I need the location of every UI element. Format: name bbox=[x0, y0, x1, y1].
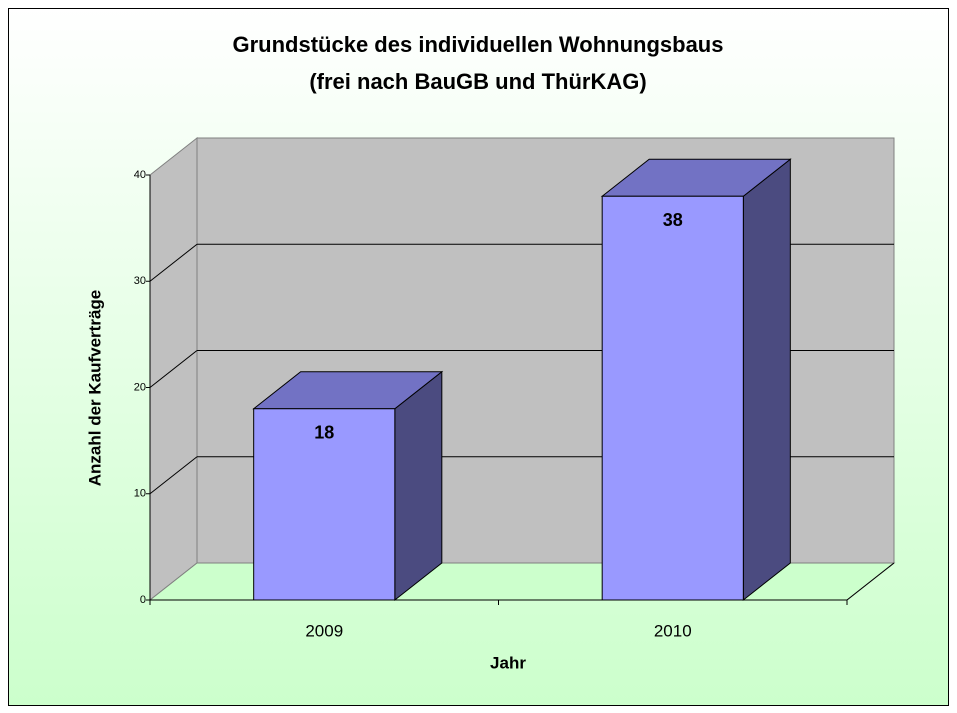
chart-subtitle: (frei nach BauGB und ThürKAG) bbox=[309, 69, 646, 94]
y-axis-label: Anzahl der Kaufverträge bbox=[85, 290, 104, 487]
y-tick-label: 0 bbox=[140, 594, 146, 606]
bar-side bbox=[742, 158, 791, 602]
grid-line bbox=[149, 243, 198, 282]
data-label: 38 bbox=[663, 210, 683, 230]
chart-title: Grundstücke des individuellen Wohnungsba… bbox=[233, 32, 724, 57]
bar bbox=[253, 408, 396, 601]
grid-line bbox=[149, 456, 198, 495]
floor-edge bbox=[846, 562, 895, 601]
x-axis-label: Jahr bbox=[490, 653, 526, 672]
grid-line bbox=[149, 350, 198, 388]
x-tick-label: 2010 bbox=[654, 621, 692, 640]
y-tick-label: 20 bbox=[134, 381, 146, 393]
x-tick-label: 2009 bbox=[305, 621, 343, 640]
bar bbox=[601, 195, 744, 601]
y-tick-label: 40 bbox=[134, 169, 146, 181]
bar-side bbox=[394, 370, 443, 602]
y-tick-label: 30 bbox=[134, 275, 146, 287]
data-label: 18 bbox=[314, 423, 334, 443]
y-tick-label: 10 bbox=[134, 488, 146, 500]
